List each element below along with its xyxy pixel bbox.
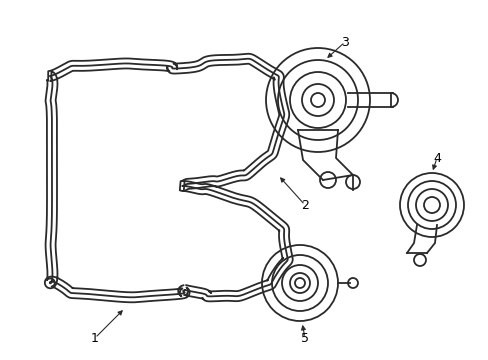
Text: 2: 2 [301, 198, 308, 212]
Text: 1: 1 [91, 332, 99, 345]
Text: 3: 3 [340, 36, 348, 49]
Text: 5: 5 [301, 332, 308, 345]
Text: 4: 4 [432, 152, 440, 165]
